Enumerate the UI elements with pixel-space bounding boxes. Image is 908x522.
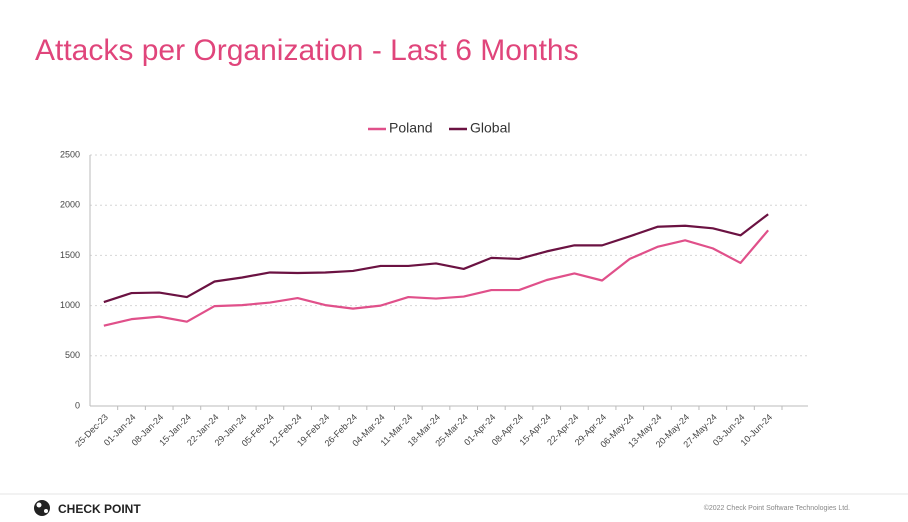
legend-label: Global — [470, 120, 510, 136]
chart-title: Attacks per Organization - Last 6 Months — [35, 34, 579, 67]
series-line — [103, 229, 769, 327]
y-tick-label: 0 — [75, 400, 80, 410]
legend-label: Poland — [389, 120, 433, 136]
y-tick-label: 2500 — [60, 149, 80, 159]
y-tick-label: 1500 — [60, 250, 80, 260]
y-tick-label: 500 — [65, 350, 80, 360]
logo-icon — [34, 500, 50, 516]
brand: CHECK POINT — [58, 502, 141, 516]
y-tick-label: 1000 — [60, 300, 80, 310]
copyright: ©2022 Check Point Software Technologies … — [704, 504, 850, 512]
series-line — [103, 213, 769, 304]
y-tick-label: 2000 — [60, 200, 80, 210]
